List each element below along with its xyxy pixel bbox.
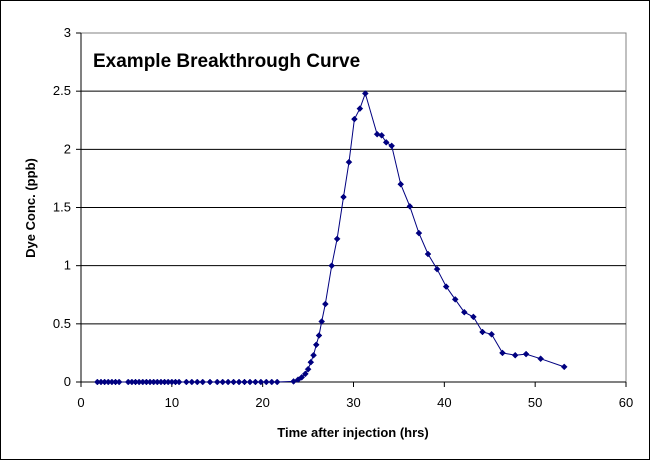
x-tick-label-0: 0	[77, 395, 84, 410]
data-point-69	[470, 313, 477, 321]
y-axis-ticks: 0 0.5 1 1.5 2 2.5 3	[53, 25, 82, 389]
data-point-50	[328, 262, 336, 270]
data-point-52	[340, 193, 347, 201]
data-point-35	[257, 378, 265, 386]
y-tick-label-0: 0	[64, 374, 71, 389]
data-point-46	[312, 341, 320, 349]
data-point-57	[373, 130, 381, 138]
data-point-68	[460, 308, 468, 316]
data-point-51	[333, 235, 341, 243]
data-point-76	[560, 363, 568, 371]
data-point-23	[188, 378, 196, 386]
data-point-44	[307, 358, 315, 366]
data-point-33	[246, 378, 254, 386]
data-point-21	[175, 378, 183, 386]
y-tick-label-4: 2	[64, 141, 71, 156]
data-point-73	[511, 351, 519, 359]
data-point-61	[397, 180, 405, 188]
data-point-49	[321, 300, 329, 308]
x-tick-label-6: 60	[619, 395, 633, 410]
x-tick-label-2: 20	[255, 395, 269, 410]
data-point-42	[302, 370, 309, 378]
data-point-66	[442, 283, 450, 290]
x-tick-label-4: 40	[437, 395, 451, 410]
x-tick-label-1: 10	[165, 395, 179, 410]
data-point-63	[415, 229, 423, 237]
data-point-58	[378, 132, 386, 139]
data-point-55	[356, 105, 364, 112]
data-point-47	[315, 332, 323, 339]
data-point-41	[298, 373, 306, 381]
y-tick-label-5: 2.5	[53, 83, 71, 98]
data-point-74	[522, 350, 530, 358]
data-point-75	[537, 355, 544, 363]
data-series	[93, 90, 568, 386]
chart-title: Example Breakthrough Curve	[93, 51, 360, 72]
data-point-62	[406, 202, 414, 210]
data-point-60	[388, 142, 396, 150]
data-point-31	[235, 378, 243, 386]
data-point-6	[115, 378, 123, 386]
y-tick-label-2: 1	[64, 258, 71, 273]
data-point-27	[213, 378, 221, 386]
data-point-25	[199, 378, 207, 386]
data-point-38	[273, 378, 281, 386]
x-axis-ticks: 0 10 20 30 40 50 60	[77, 381, 633, 410]
data-point-36	[262, 378, 270, 386]
data-point-43	[304, 365, 312, 373]
x-axis-title: Time after injection (hrs)	[277, 425, 428, 440]
data-point-26	[206, 378, 214, 386]
data-point-59	[382, 138, 390, 146]
data-point-24	[193, 378, 201, 386]
y-tick-label-3: 1.5	[53, 200, 71, 215]
data-point-56	[361, 90, 369, 97]
x-tick-label-3: 30	[346, 395, 360, 410]
data-point-32	[241, 378, 248, 386]
data-point-48	[318, 318, 326, 325]
data-point-72	[499, 349, 506, 357]
y-axis-title: Dye Conc. (ppb)	[23, 158, 38, 258]
data-point-54	[351, 115, 358, 123]
data-point-28	[219, 378, 227, 386]
y-tick-label-6: 3	[64, 25, 71, 40]
data-point-45	[310, 351, 317, 359]
gridlines	[81, 90, 626, 325]
data-point-67	[451, 296, 459, 303]
data-point-29	[224, 378, 232, 386]
data-point-71	[488, 330, 495, 338]
y-tick-label-1: 0.5	[53, 316, 71, 331]
data-point-34	[252, 378, 259, 386]
data-point-70	[479, 328, 486, 336]
data-point-64	[424, 250, 432, 258]
data-point-22	[183, 378, 190, 386]
data-point-53	[345, 158, 353, 166]
data-point-30	[230, 378, 237, 386]
data-point-65	[433, 265, 441, 273]
data-point-37	[268, 378, 276, 386]
x-tick-label-5: 50	[528, 395, 542, 410]
